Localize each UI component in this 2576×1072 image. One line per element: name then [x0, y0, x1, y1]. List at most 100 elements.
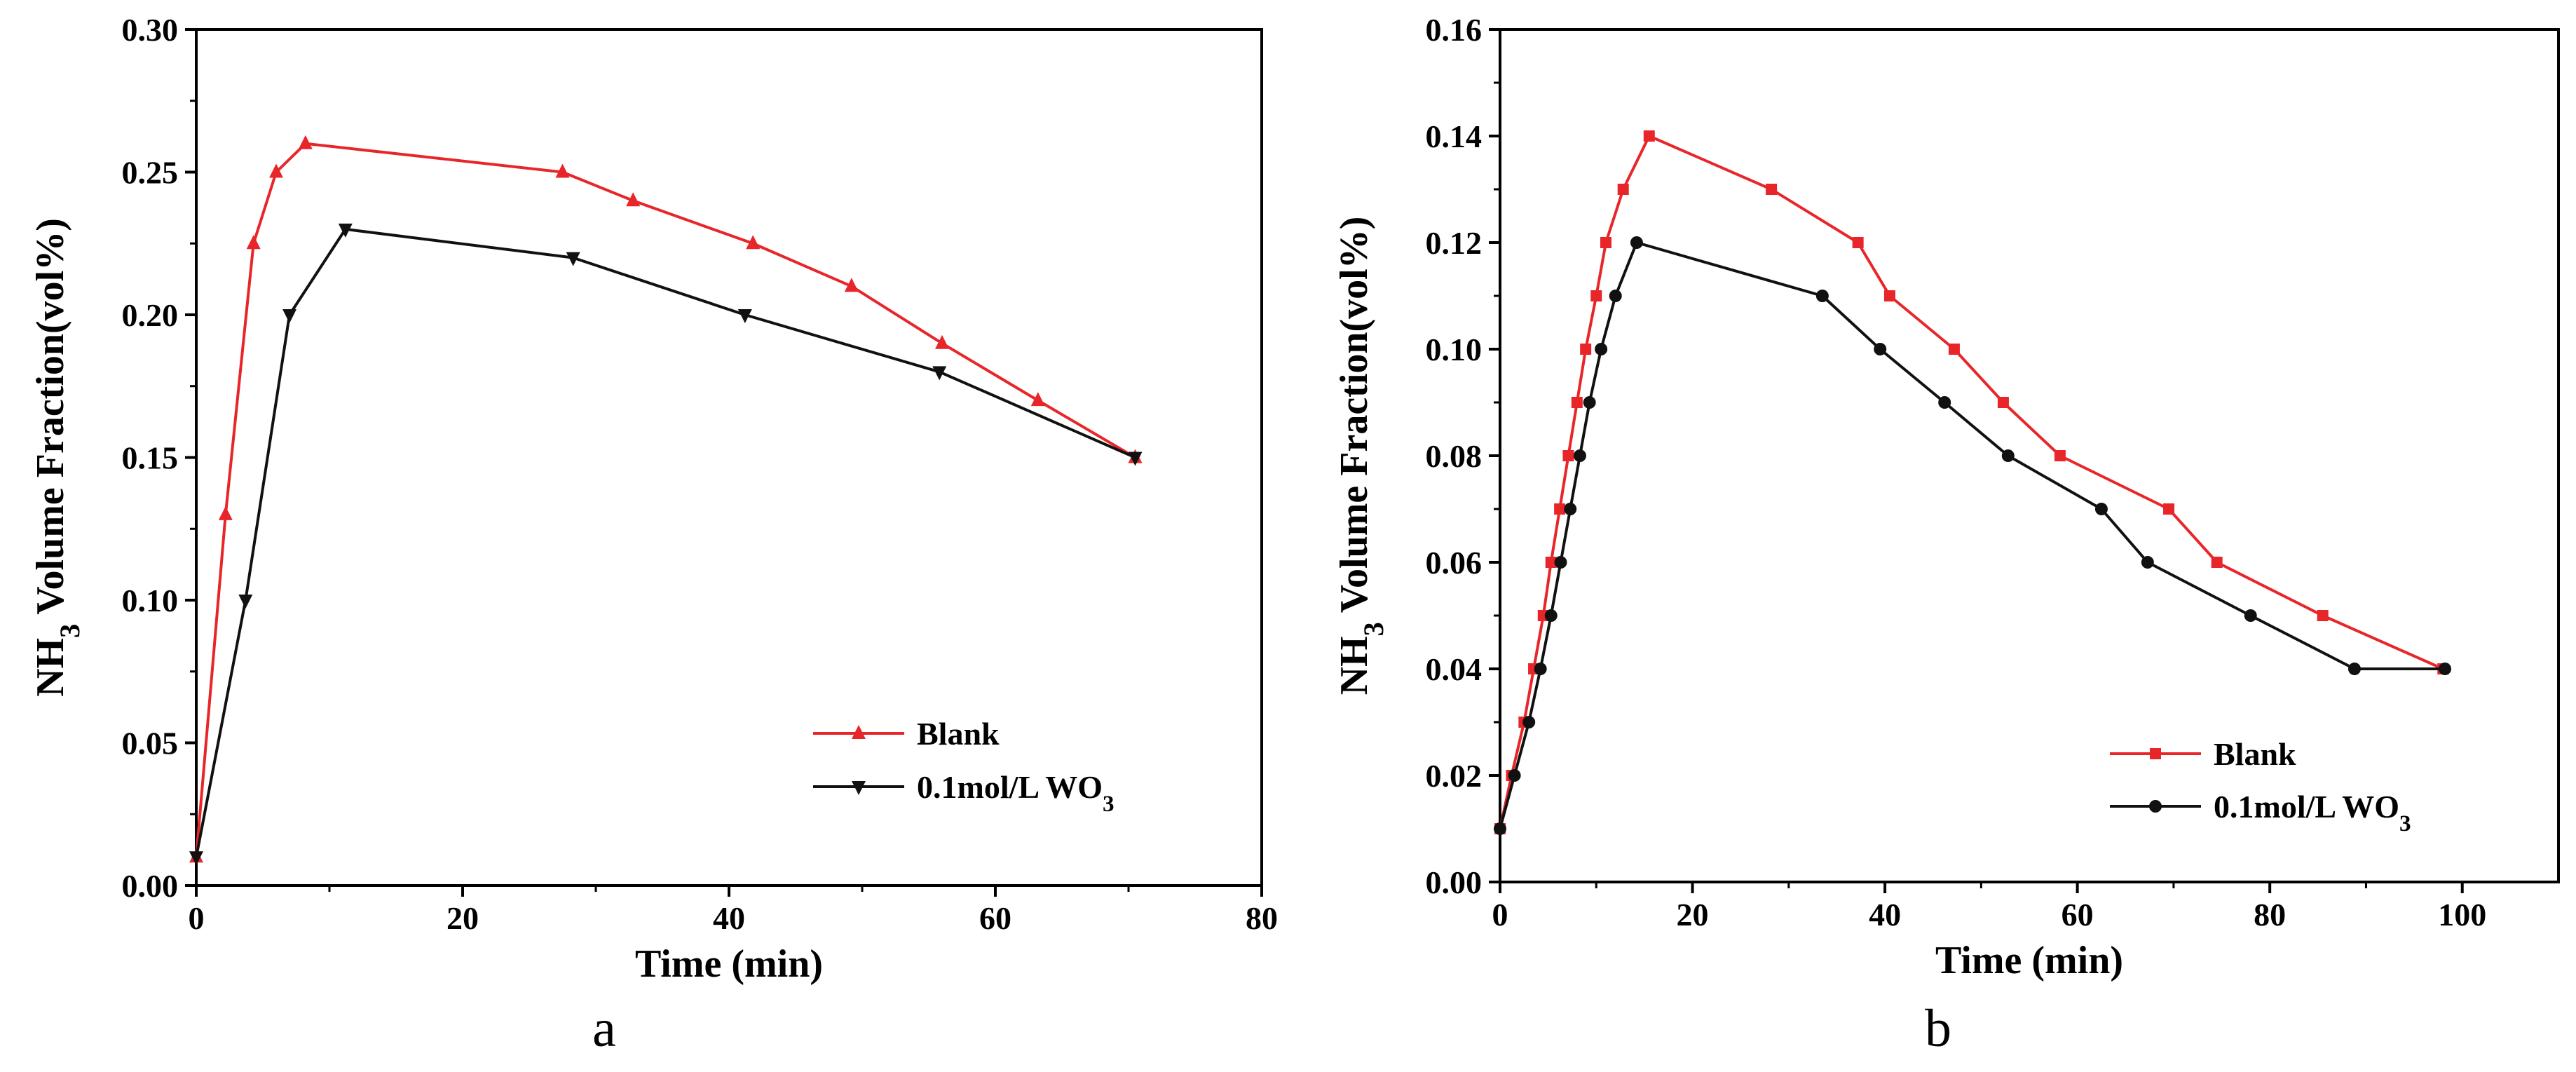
series-line-wo3: [195, 227, 1136, 857]
x-tick-label: 40: [713, 900, 745, 936]
data-point: [1534, 663, 1547, 675]
series-line-wo3: [1499, 241, 2446, 829]
x-tick-label: 0: [1492, 897, 1508, 932]
data-point: [1545, 557, 1557, 568]
data-point: [2054, 450, 2066, 461]
data-point: [1544, 609, 1558, 622]
data-point: [1883, 290, 1895, 301]
data-point: [1617, 184, 1629, 195]
plot-frame: [195, 28, 1263, 887]
data-point: [1571, 397, 1583, 408]
y-tick-label: 0.00: [1426, 864, 1483, 900]
legend-marker: [2150, 748, 2161, 759]
y-tick-label: 0.06: [1426, 545, 1483, 581]
y-tick-label: 0.25: [122, 155, 179, 191]
data-point: [238, 595, 253, 609]
data-point: [269, 163, 283, 178]
data-point: [1852, 237, 1864, 248]
y-tick-label: 0.12: [1426, 225, 1483, 261]
y-tick-label: 0.08: [1426, 438, 1483, 474]
x-tick-label: 60: [979, 900, 1011, 936]
data-point: [1766, 184, 1778, 195]
y-tick-label: 0.10: [122, 583, 179, 618]
y-tick-label: 0.02: [1426, 758, 1483, 794]
data-point: [1938, 396, 1951, 409]
data-point: [566, 252, 580, 266]
data-point: [1609, 290, 1622, 302]
data-point: [746, 235, 761, 250]
data-point: [2163, 503, 2175, 515]
data-point: [1564, 503, 1577, 515]
data-point: [1600, 237, 1611, 248]
data-point: [246, 235, 261, 250]
x-tick-label: 20: [447, 900, 479, 936]
legend-marker: [2149, 800, 2162, 813]
y-tick-label: 0.04: [1426, 651, 1483, 687]
data-point: [1630, 236, 1643, 249]
plot-frame: [1499, 28, 2560, 883]
x-tick-label: 0: [189, 900, 205, 936]
y-axis-title: NH3 Volume Fraction(vol%): [29, 218, 86, 697]
data-point: [2439, 663, 2452, 675]
data-point: [2347, 663, 2361, 675]
x-tick-label: 80: [1246, 900, 1278, 936]
series-line-blank: [195, 142, 1136, 857]
data-point: [1030, 392, 1045, 407]
panel-label: a: [592, 999, 616, 1058]
legend-label: Blank: [2214, 736, 2296, 772]
data-point: [1562, 450, 1574, 461]
data-point: [1643, 130, 1655, 142]
data-point: [1573, 449, 1586, 462]
chart-a: 0 20 40 60 80 0.00 0.05 0.10 0.15 0.20 0.25 0.30 Tim…: [29, 12, 1278, 1058]
y-tick-label: 0.10: [1426, 332, 1483, 367]
data-point: [2094, 503, 2108, 515]
data-point: [1583, 396, 1596, 409]
data-point: [1590, 290, 1602, 301]
x-tick-label: 60: [2062, 897, 2094, 932]
data-point: [1815, 290, 1829, 302]
data-point: [2211, 557, 2223, 568]
x-tick-label: 20: [1677, 897, 1709, 932]
series-line-blank: [1499, 135, 2444, 829]
y-tick-label: 0.00: [122, 868, 179, 904]
data-point: [2141, 556, 2154, 569]
data-point: [1948, 344, 1960, 355]
x-axis-title: Time (min): [635, 942, 823, 986]
x-axis-title: Time (min): [1935, 939, 2123, 982]
data-point: [1508, 769, 1521, 782]
data-point: [737, 309, 752, 323]
data-point: [282, 309, 297, 323]
data-point: [298, 135, 313, 149]
data-point: [1494, 822, 1506, 835]
y-tick-label: 0.15: [122, 440, 179, 476]
data-point: [844, 278, 859, 292]
data-point: [932, 366, 947, 381]
legend-label: 0.1mol/L WO3: [917, 769, 1115, 817]
data-point: [338, 223, 353, 238]
y-tick-label: 0.05: [122, 726, 179, 761]
legend-marker: [852, 725, 866, 739]
legend-label: 0.1mol/L WO3: [2214, 789, 2411, 836]
data-point: [218, 506, 233, 520]
y-tick-label: 0.14: [1426, 118, 1483, 154]
data-point: [2001, 449, 2015, 462]
y-tick-label: 0.20: [122, 297, 179, 333]
data-point: [2244, 609, 2257, 622]
x-tick-label: 80: [2254, 897, 2286, 932]
legend-marker: [852, 781, 866, 795]
data-point: [935, 334, 949, 349]
data-point: [1580, 344, 1592, 355]
chart-b: 0 20 40 60 80 100 0.00 0.02 0.04 0.06 0.08 0.10 0.12…: [1333, 12, 2560, 1058]
data-point: [2317, 610, 2329, 621]
data-point: [189, 851, 203, 866]
x-tick-label: 40: [1869, 897, 1901, 932]
y-tick-label: 0.16: [1426, 12, 1483, 48]
data-point: [1874, 343, 1887, 355]
y-tick-label: 0.30: [122, 12, 179, 48]
data-point: [1554, 556, 1567, 569]
data-point: [1522, 716, 1536, 728]
data-point: [1554, 503, 1566, 515]
data-point: [626, 192, 641, 207]
panel-label: b: [1925, 999, 1951, 1058]
